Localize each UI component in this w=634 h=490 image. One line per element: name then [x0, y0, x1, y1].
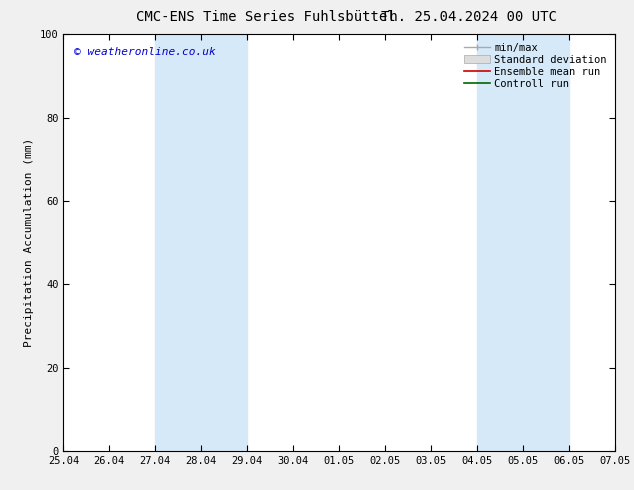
- Legend: min/max, Standard deviation, Ensemble mean run, Controll run: min/max, Standard deviation, Ensemble me…: [461, 40, 610, 92]
- Bar: [477, 34, 569, 451]
- Text: © weatheronline.co.uk: © weatheronline.co.uk: [74, 47, 216, 57]
- Bar: [155, 34, 247, 451]
- Text: CMC-ENS Time Series Fuhlsbüttel: CMC-ENS Time Series Fuhlsbüttel: [136, 10, 396, 24]
- Text: Th. 25.04.2024 00 UTC: Th. 25.04.2024 00 UTC: [381, 10, 557, 24]
- Y-axis label: Precipitation Accumulation (mm): Precipitation Accumulation (mm): [24, 138, 34, 347]
